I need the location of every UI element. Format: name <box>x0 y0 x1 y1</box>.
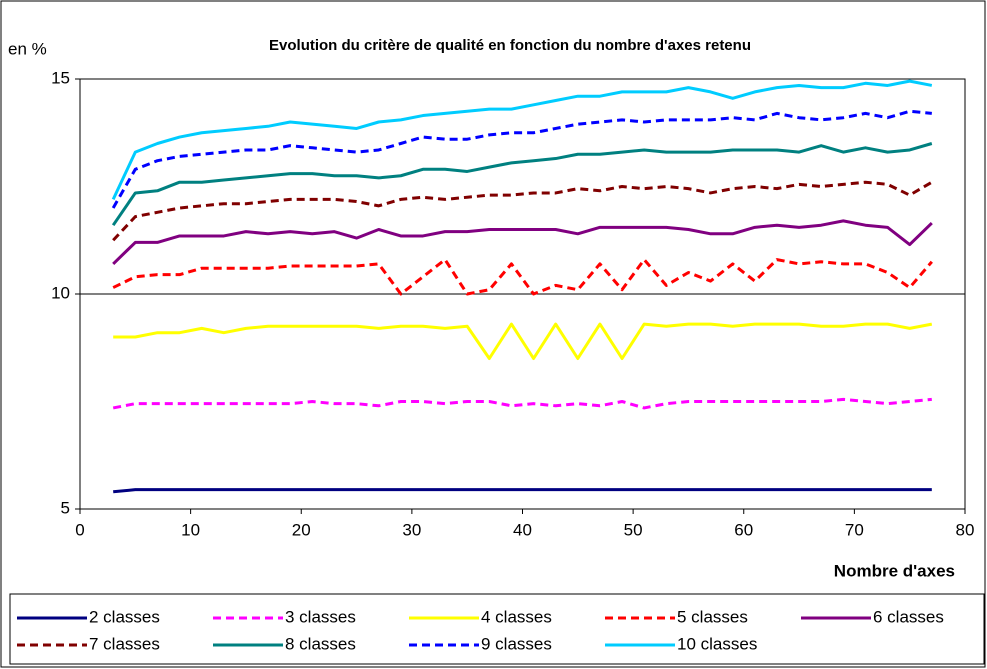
series-line <box>112 219 933 265</box>
x-tick-label: 0 <box>75 520 84 539</box>
x-tick-label: 80 <box>956 520 975 539</box>
x-tick-label: 40 <box>513 520 532 539</box>
legend-label: 6 classes <box>873 607 944 626</box>
legend-label: 10 classes <box>677 634 757 653</box>
legend-label: 7 classes <box>89 634 160 653</box>
legend-label: 2 classes <box>89 607 160 626</box>
legend-label: 9 classes <box>481 634 552 653</box>
x-tick-label: 60 <box>734 520 753 539</box>
x-axis-label: Nombre d'axes <box>834 561 955 580</box>
series-line <box>113 322 933 360</box>
series-line <box>113 488 932 494</box>
x-tick-label: 20 <box>292 520 311 539</box>
legend <box>9 593 985 665</box>
legend-label: 4 classes <box>481 607 552 626</box>
legend-label: 5 classes <box>677 607 748 626</box>
y-tick-label: 15 <box>51 68 70 87</box>
x-tick-label: 70 <box>845 520 864 539</box>
legend-label: 8 classes <box>285 634 356 653</box>
x-tick-label: 10 <box>181 520 200 539</box>
series-line <box>112 397 932 410</box>
series-line <box>112 258 933 296</box>
series-line <box>112 180 933 242</box>
chart-title: Evolution du critère de qualité en fonct… <box>269 37 751 54</box>
legend-label: 3 classes <box>285 607 356 626</box>
series-line <box>111 109 932 209</box>
series-line <box>111 79 933 201</box>
x-tick-label: 50 <box>624 520 643 539</box>
y-axis-label: en % <box>8 39 47 58</box>
y-tick-label: 10 <box>51 283 70 302</box>
x-tick-label: 30 <box>402 520 421 539</box>
series-line <box>111 142 933 227</box>
y-tick-label: 5 <box>61 498 70 517</box>
